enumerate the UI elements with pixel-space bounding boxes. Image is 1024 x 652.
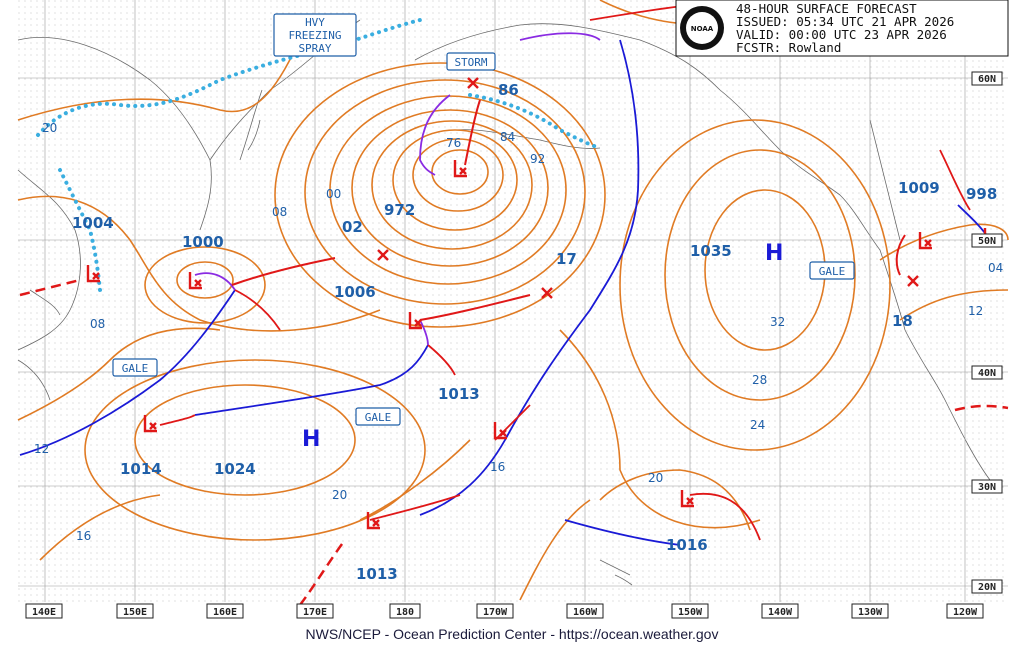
pressure-value: 1004 (72, 214, 114, 232)
pressure-value: 998 (966, 185, 997, 203)
freezing-spray-label: FREEZING (289, 29, 342, 42)
isobar-label: 20 (648, 471, 663, 485)
isobar-label: 32 (770, 315, 785, 329)
isobar-label: 02 (342, 218, 363, 236)
header-line: VALID: 00:00 UTC 23 APR 2026 (736, 27, 947, 42)
high-center-marker: H (302, 427, 320, 452)
longitude-label: 170W (483, 607, 508, 618)
gale-label: GALE (365, 411, 392, 424)
isobar-label: 17 (556, 250, 577, 268)
header-line: ISSUED: 05:34 UTC 21 APR 2026 (736, 14, 954, 29)
gale-label: GALE (122, 362, 149, 375)
isobar-label: 16 (490, 460, 505, 474)
pressure-value: 1014 (120, 460, 162, 478)
isobar-labels: 20 08 00 08 02 76 84 92 86 17 32 28 24 2… (34, 81, 1003, 543)
isobar-label: 76 (446, 136, 461, 150)
isobar-label: 28 (752, 373, 767, 387)
forecast-header: NOAA 48-HOUR SURFACE FORECAST ISSUED: 05… (675, 0, 1009, 57)
isobar-label: 20 (42, 121, 57, 135)
longitude-label: 160W (573, 607, 598, 618)
storm-label: STORM (454, 56, 487, 69)
latitude-label: 30N (978, 482, 996, 493)
longitude-label: 170E (303, 607, 327, 618)
pressure-value: 1016 (666, 536, 708, 554)
pressure-value: 1024 (214, 460, 256, 478)
latitude-label: 20N (978, 582, 996, 593)
pressure-centers: 972 1000 1006 1004 1013 1014 1024 1013 1… (72, 179, 997, 583)
dotted-grid-background (18, 0, 1008, 602)
low-center-markers (86, 77, 997, 530)
freezing-spray-label: HVY (305, 16, 325, 29)
isobar-label: 12 (34, 442, 49, 456)
gale-label: GALE (819, 265, 846, 278)
longitude-label: 140W (768, 607, 793, 618)
isobar-label: 08 (272, 205, 287, 219)
longitude-label: 160E (213, 607, 237, 618)
header-line: FCSTR: Rowland (736, 40, 841, 55)
high-center-marker: H (765, 241, 783, 266)
longitude-label: 120W (953, 607, 978, 618)
longitude-label: 180 (396, 607, 414, 618)
latitude-labels: 60N 50N 40N 30N 20N (971, 71, 1003, 594)
isobar-label: 24 (750, 418, 765, 432)
longitude-label: 130W (858, 607, 883, 618)
isobar-label: 04 (988, 261, 1003, 275)
isobar-label: 08 (90, 317, 105, 331)
pressure-value: 1006 (334, 283, 376, 301)
pressure-value: 1009 (898, 179, 940, 197)
longitude-labels: 140E 150E 160E 170E 180 170W 160W 150W 1… (25, 603, 984, 619)
latitude-label: 50N (978, 236, 996, 247)
isobar-label: 16 (76, 529, 91, 543)
pressure-value: 1000 (182, 233, 224, 251)
pressure-value: 972 (384, 201, 415, 219)
longitude-label: 140E (32, 607, 56, 618)
latitude-label: 60N (978, 74, 996, 85)
storm-tracks (231, 99, 906, 321)
freezing-spray-label: SPRAY (298, 42, 331, 55)
fronts (19, 4, 1009, 606)
footer-credit: NWS/NCEP - Ocean Prediction Center - htt… (305, 626, 719, 642)
pressure-value: 1035 (690, 242, 732, 260)
isobar-label: 00 (326, 187, 341, 201)
pressure-value: 1013 (356, 565, 398, 583)
longitude-label: 150E (123, 607, 147, 618)
isobar-label: 12 (968, 304, 983, 318)
isobars (17, 0, 1009, 601)
pressure-value: 1013 (438, 385, 480, 403)
isobar-label: 92 (530, 152, 545, 166)
isobar-label: 84 (500, 130, 515, 144)
isobar-label: 86 (498, 81, 519, 99)
isobar-label: 18 (892, 312, 913, 330)
warning-labels: HVY FREEZING SPRAY STORM GALE GALE GALE (112, 13, 855, 426)
noaa-logo-text: NOAA (691, 25, 714, 33)
coastlines (17, 19, 991, 586)
isobar-label: 20 (332, 488, 347, 502)
lat-lon-grid (18, 0, 1008, 602)
header-line: 48-HOUR SURFACE FORECAST (736, 1, 917, 16)
longitude-label: 150W (678, 607, 703, 618)
latitude-label: 40N (978, 368, 996, 379)
